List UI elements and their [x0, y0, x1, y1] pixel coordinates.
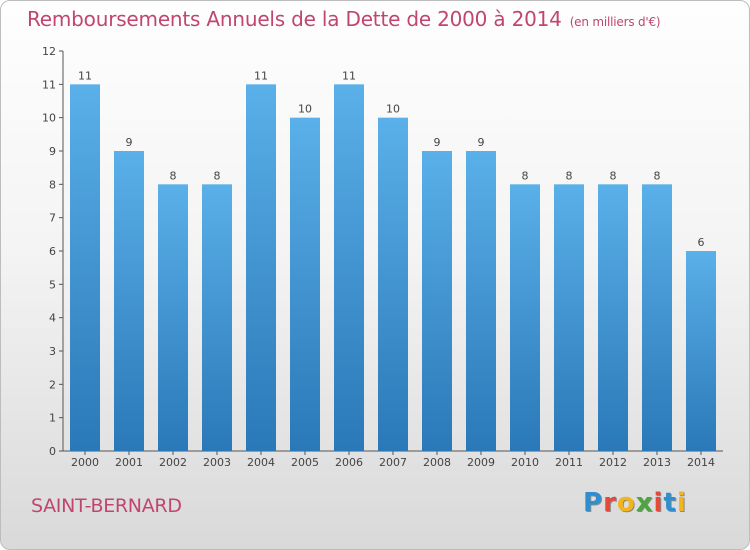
commune-name: SAINT-BERNARD: [31, 495, 182, 517]
x-tick-label: 2013: [643, 456, 671, 469]
bar: [554, 184, 584, 452]
x-tick-label: 2011: [555, 456, 583, 469]
y-tick-label: 9: [49, 145, 56, 158]
bar: [114, 151, 144, 451]
logo-letter: i: [676, 488, 687, 518]
chart-title-unit: (en milliers d'€): [569, 15, 661, 29]
bar-value-label: 9: [478, 136, 485, 149]
y-tick-label: 2: [49, 378, 56, 391]
y-tick-label: 1: [49, 412, 56, 425]
bar-value-label: 10: [298, 103, 312, 116]
y-tick-label: 6: [49, 245, 56, 258]
bar-value-label: 8: [654, 169, 661, 182]
bar-value-label: 9: [126, 136, 133, 149]
bar-value-label: 6: [698, 236, 705, 249]
x-tick-label: 2003: [203, 456, 231, 469]
y-tick-label: 11: [42, 78, 56, 91]
bar: [334, 84, 364, 451]
bar-value-label: 8: [566, 169, 573, 182]
bar: [70, 84, 100, 451]
x-tick-label: 2014: [687, 456, 715, 469]
x-tick-label: 2001: [115, 456, 143, 469]
bar: [246, 84, 276, 451]
x-tick-label: 2012: [599, 456, 627, 469]
logo-letter: o: [616, 488, 636, 518]
x-tick-label: 2000: [71, 456, 99, 469]
logo-letter: P: [583, 488, 604, 518]
logo-letter: r: [603, 488, 617, 518]
bar-value-label: 8: [214, 169, 221, 182]
x-tick-label: 2009: [467, 456, 495, 469]
y-tick-label: 7: [49, 212, 56, 225]
chart-title-main: Remboursements Annuels de la Dette de 20…: [27, 7, 562, 31]
bar: [642, 184, 672, 452]
bar-value-label: 8: [170, 169, 177, 182]
logo-letter: i: [653, 488, 664, 518]
x-tick-label: 2002: [159, 456, 187, 469]
y-tick-label: 3: [49, 345, 56, 358]
logo-letter: x: [635, 488, 654, 518]
bar-value-label: 11: [78, 69, 92, 82]
x-tick-label: 2010: [511, 456, 539, 469]
y-tick-label: 12: [42, 45, 56, 58]
bar: [598, 184, 628, 452]
y-tick-label: 4: [49, 312, 56, 325]
bar: [202, 184, 232, 452]
bar-value-label: 11: [254, 69, 268, 82]
bar: [510, 184, 540, 452]
y-tick-label: 8: [49, 178, 56, 191]
x-tick-label: 2005: [291, 456, 319, 469]
logo-letter: t: [663, 488, 677, 518]
chart-bars: 11 9 8 8 11 10 11 10 9 9 8 8 8 8 6: [70, 69, 716, 452]
bar-value-label: 11: [342, 69, 356, 82]
y-tick-label: 10: [42, 112, 56, 125]
x-tick-label: 2006: [335, 456, 363, 469]
bar: [290, 117, 320, 452]
bar: [686, 251, 716, 451]
bar-value-label: 8: [522, 169, 529, 182]
y-tick-label: 5: [49, 278, 56, 291]
bar-value-label: 8: [610, 169, 617, 182]
x-tick-label: 2004: [247, 456, 275, 469]
bar-value-label: 10: [386, 103, 400, 116]
proxiti-logo[interactable]: Proxiti: [583, 488, 687, 518]
bar: [466, 151, 496, 451]
x-tick-label: 2007: [379, 456, 407, 469]
bar: [378, 117, 408, 452]
y-tick-label: 0: [49, 445, 56, 458]
bar: [158, 184, 188, 452]
chart-title: Remboursements Annuels de la Dette de 20…: [27, 7, 661, 31]
bar-value-label: 9: [434, 136, 441, 149]
bar: [422, 151, 452, 451]
x-tick-label: 2008: [423, 456, 451, 469]
